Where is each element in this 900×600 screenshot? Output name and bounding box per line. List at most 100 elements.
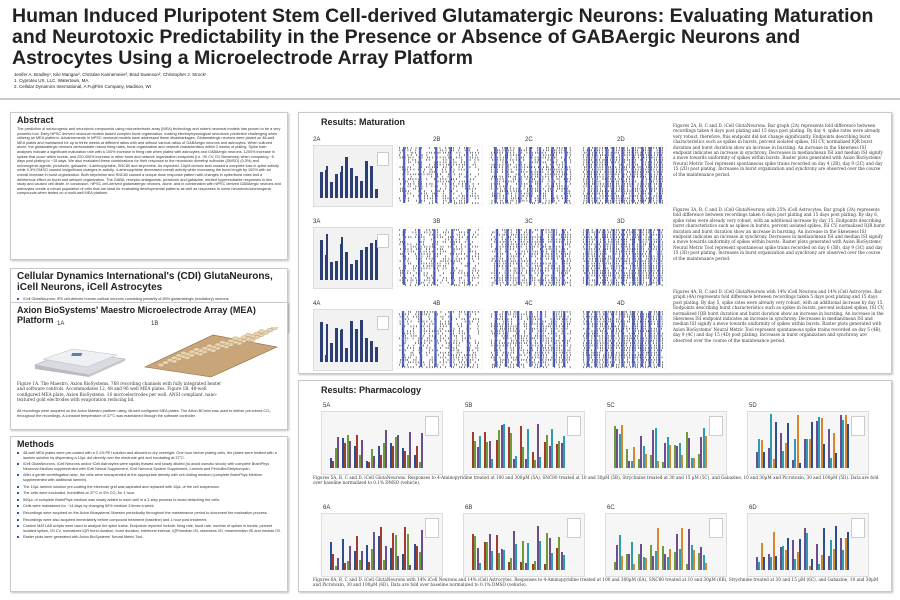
bar [380,527,383,570]
burst-marker [417,229,421,285]
legend-box [709,518,723,538]
authors-block: Jenifer A. Bradley¹, Kile Mangan², Chris… [14,72,514,90]
bar [835,453,838,468]
bar [770,413,773,468]
list-item: iCell GlutaNeurons, iCell Neurons and/or… [17,462,281,471]
burst-marker [605,147,608,203]
burst-marker [612,229,615,285]
bar [618,535,621,570]
plate-well [206,343,213,348]
burst-marker [551,147,554,203]
burst-marker [658,311,661,367]
bar [382,560,385,570]
bar [828,555,830,570]
bar [421,529,424,570]
list-item: After a gentle centrifugation step, the … [17,473,281,482]
burst-marker [552,311,556,367]
bar [763,557,766,570]
burst-marker [621,229,625,285]
bar [345,156,348,198]
bar [808,565,811,570]
bar [548,538,551,570]
bar [488,534,491,570]
bar [556,444,558,468]
bar [341,166,343,198]
burst-marker [495,229,499,285]
bar [763,451,766,468]
bar [366,545,368,570]
legend-box [377,152,389,166]
bar-graph-2a [313,145,393,207]
bar [782,451,785,468]
bar [346,561,349,570]
burst-marker [631,147,635,203]
bar-graph-6d [747,513,869,577]
bar [366,461,368,468]
bar [394,436,397,468]
bar [563,554,566,570]
mea-note: All recordings were acquired on the Axio… [17,409,271,418]
burst-marker [401,311,405,367]
figure-label-6c: 6C [607,505,615,511]
raster-plot-4b [397,309,483,369]
bar [332,553,335,570]
bar-graph-3a [313,227,393,289]
bar [392,446,395,468]
bar [818,417,821,468]
bar [702,428,705,468]
bar [556,548,558,570]
legend-box [425,518,439,538]
burst-marker [604,311,608,367]
bar [662,462,664,468]
bar [534,459,537,468]
bar [409,432,412,468]
burst-marker [552,229,555,285]
bar [476,447,479,468]
figure-label-6a: 6A [323,505,331,511]
plate-well [271,327,278,330]
raster-plot-2c [489,145,575,205]
bar [349,441,352,468]
burst-marker [516,311,520,367]
legend-box [377,234,389,248]
list-item: Raster plots were generated with Axion B… [17,535,281,540]
mea-caption: Figure 1A. The Maestro, Axion BioSystems… [17,381,222,403]
burst-marker [621,311,624,367]
bar [486,441,489,468]
bar [563,436,566,468]
maturation-heading: Results: Maturation [321,117,406,127]
bar [621,556,624,570]
figure-label-2d: 2D [617,137,625,143]
bar [355,175,358,198]
bar [498,430,501,468]
bar [662,545,664,570]
bar [621,425,624,468]
bar [832,549,835,570]
poster-title: Human Induced Pluripotent Stem Cell-deri… [12,5,874,69]
bar [816,421,818,468]
bar [693,458,696,468]
list-item: Recordings were also acquired immediatel… [17,518,281,523]
figure-label-1b: 1B [151,321,159,327]
bar [760,543,763,570]
methods-heading: Methods [17,439,54,449]
bar [820,555,823,570]
bar [799,463,802,468]
bar [806,532,809,570]
header-divider [0,98,900,100]
bar [409,565,412,570]
bar [669,549,672,570]
list-item: The 10µL laminin solution pre-coating th… [17,485,281,490]
authors: Jenifer A. Bradley¹, Kile Mangan², Chris… [14,72,207,77]
bar [804,439,806,468]
bar [847,531,850,570]
bar [341,329,343,362]
bar [796,552,799,570]
bar [832,433,835,468]
bar [370,549,373,570]
burst-marker [434,147,438,203]
bar [792,539,794,570]
plate-well [175,353,183,358]
bar [524,458,527,468]
bar [354,445,356,468]
